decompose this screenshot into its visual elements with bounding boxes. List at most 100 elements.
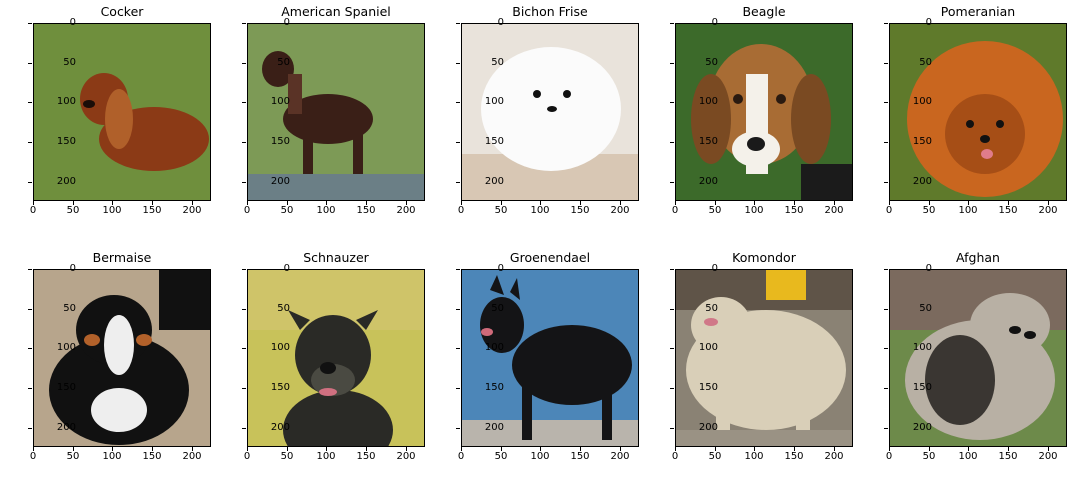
dog-bichon-frise-photo-drawing (462, 24, 638, 200)
x-tick-mark (715, 201, 716, 205)
dog-afghan-photo-drawing (890, 270, 1066, 446)
y-tick-mark (670, 309, 674, 310)
x-tick-mark (675, 201, 676, 205)
panel-title: Bichon Frise (512, 4, 588, 19)
image-panel: Pomeranian 0 50 100 150 200 0 50 100 150 200 (884, 4, 1072, 243)
y-tick-label: 50 (277, 303, 290, 314)
y-tick-label: 50 (63, 303, 76, 314)
y-tick-label: 0 (69, 17, 76, 28)
x-tick-label: 150 (784, 451, 804, 462)
x-tick-mark (754, 447, 755, 451)
x-tick-label: 0 (671, 451, 679, 462)
y-tick-label: 200 (484, 176, 504, 187)
y-tick-label: 0 (283, 17, 290, 28)
y-tick-mark (242, 102, 246, 103)
y-tick-mark (242, 142, 246, 143)
x-tick-label: 150 (998, 205, 1018, 216)
y-tick-label: 50 (63, 57, 76, 68)
y-tick-label: 100 (484, 96, 504, 107)
x-tick-mark (112, 201, 113, 205)
y-tick-mark (456, 63, 460, 64)
x-tick-label: 0 (29, 451, 37, 462)
y-tick-label: 50 (705, 303, 718, 314)
panel-title: Groenendael (509, 250, 591, 265)
y-tick-mark (456, 388, 460, 389)
x-tick-label: 200 (610, 451, 630, 462)
y-tick-mark (884, 309, 888, 310)
dog-american-spaniel-photo (247, 23, 425, 201)
x-tick-label: 150 (356, 451, 376, 462)
x-tick-label: 50 (66, 205, 80, 216)
y-tick-mark (28, 23, 32, 24)
y-tick-label: 0 (497, 17, 504, 28)
y-tick-label: 150 (56, 382, 76, 393)
y-tick-label: 150 (484, 136, 504, 147)
dog-schnauzer-photo-drawing (248, 270, 424, 446)
x-tick-mark (366, 201, 367, 205)
image-panel: American Spaniel 0 50 100 150 200 0 50 100 150 20… (242, 4, 472, 243)
panel-title: American Spaniel (281, 4, 391, 19)
y-tick-mark (28, 63, 32, 64)
x-tick-mark (247, 447, 248, 451)
x-tick-mark (73, 447, 74, 451)
x-tick-mark (715, 447, 716, 451)
x-tick-label: 50 (494, 205, 508, 216)
dog-cocker-spaniel-photo (33, 23, 211, 201)
x-tick-label: 0 (457, 451, 465, 462)
y-tick-mark (670, 102, 674, 103)
x-tick-mark (501, 201, 502, 205)
x-tick-mark (889, 201, 890, 205)
y-tick-label: 100 (56, 96, 76, 107)
y-tick-mark (670, 142, 674, 143)
x-tick-label: 100 (958, 451, 978, 462)
panel-title: Schnauzer (303, 250, 369, 265)
x-tick-label: 0 (885, 205, 893, 216)
x-tick-mark (247, 201, 248, 205)
x-tick-mark (968, 201, 969, 205)
dog-american-spaniel-photo-drawing (248, 24, 424, 200)
x-tick-label: 0 (243, 205, 251, 216)
y-tick-mark (28, 182, 32, 183)
y-tick-label: 0 (711, 17, 718, 28)
y-tick-label: 150 (270, 382, 290, 393)
y-tick-mark (884, 348, 888, 349)
x-tick-mark (287, 201, 288, 205)
dog-pomeranian-photo-drawing (890, 24, 1066, 200)
y-tick-label: 0 (497, 263, 504, 274)
y-tick-mark (456, 348, 460, 349)
x-tick-label: 200 (824, 451, 844, 462)
x-tick-mark (33, 201, 34, 205)
y-tick-mark (242, 309, 246, 310)
y-tick-mark (670, 63, 674, 64)
x-tick-mark (580, 447, 581, 451)
y-tick-mark (456, 23, 460, 24)
x-tick-label: 150 (570, 205, 590, 216)
y-tick-label: 50 (277, 57, 290, 68)
x-tick-mark (501, 447, 502, 451)
dog-cocker-spaniel-photo-drawing (34, 24, 210, 200)
y-tick-mark (456, 269, 460, 270)
y-tick-mark (242, 428, 246, 429)
y-tick-mark (884, 182, 888, 183)
dog-bichon-frise-photo (461, 23, 639, 201)
x-tick-mark (461, 201, 462, 205)
x-tick-label: 200 (1038, 451, 1058, 462)
y-tick-label: 200 (270, 176, 290, 187)
image-panel: Groenendael 0 50 100 150 200 0 50 100 150 200 (456, 250, 686, 489)
image-panel: Cocker 0 50 100 150 200 0 50 100 150 200 (28, 4, 258, 243)
dog-komondor-photo (675, 269, 853, 447)
image-panel: Beagle 0 50 100 150 200 0 50 100 150 200 (670, 4, 900, 243)
y-tick-mark (884, 23, 888, 24)
x-tick-mark (675, 447, 676, 451)
x-tick-label: 150 (998, 451, 1018, 462)
x-tick-mark (540, 201, 541, 205)
x-tick-label: 100 (958, 205, 978, 216)
x-tick-mark (406, 447, 407, 451)
y-tick-label: 200 (270, 422, 290, 433)
x-tick-label: 100 (744, 205, 764, 216)
y-tick-mark (242, 182, 246, 183)
x-tick-label: 150 (356, 205, 376, 216)
x-tick-mark (1008, 201, 1009, 205)
x-tick-label: 100 (102, 205, 122, 216)
y-tick-mark (670, 269, 674, 270)
